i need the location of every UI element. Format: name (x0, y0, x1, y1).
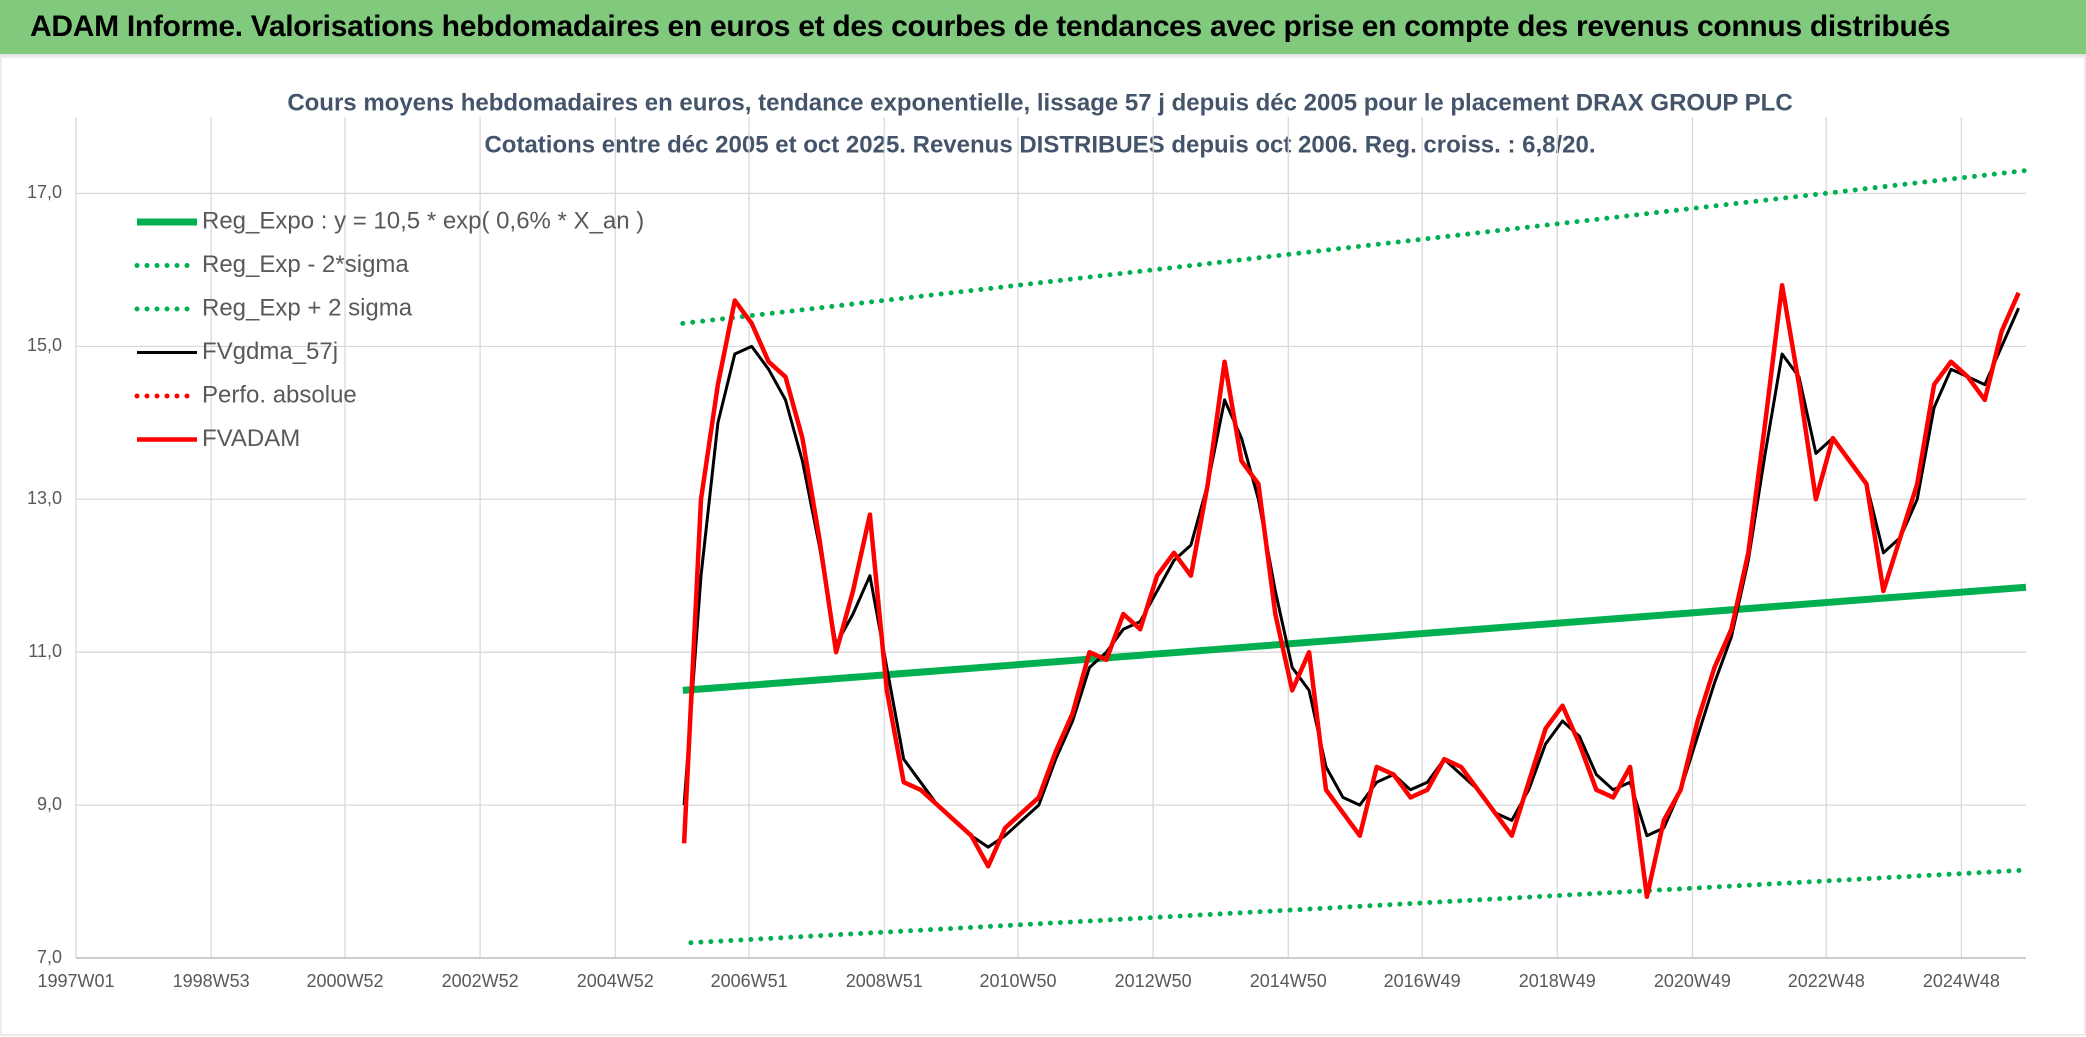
x-tick-label: 1997W01 (37, 971, 114, 991)
chart-title: Cours moyens hebdomadaires en euros, ten… (287, 89, 1792, 116)
header-bar: ADAM Informe. Valorisations hebdomadaire… (0, 0, 2086, 56)
y-tick-label: 17,0 (27, 182, 62, 202)
x-tick-label: 2010W50 (979, 971, 1056, 991)
x-tick-label: 2012W50 (1115, 971, 1192, 991)
legend-label: Reg_Exp + 2 sigma (202, 294, 413, 321)
x-tick-label: 2004W52 (577, 971, 654, 991)
y-tick-label: 15,0 (27, 335, 62, 355)
series-line (688, 867, 2029, 946)
y-tick-label: 13,0 (27, 488, 62, 508)
x-tick-label: 2008W51 (846, 971, 923, 991)
legend-label: Reg_Exp - 2*sigma (202, 251, 409, 278)
x-tick-label: 2002W52 (442, 971, 519, 991)
legend-label: FVgdma_57j (202, 338, 338, 365)
x-tick-label: 2018W49 (1519, 971, 1596, 991)
x-tick-label: 2020W49 (1654, 971, 1731, 991)
x-tick-label: 1998W53 (173, 971, 250, 991)
x-tick-label: 2006W51 (711, 971, 788, 991)
y-tick-label: 11,0 (28, 641, 62, 661)
series-line (681, 282, 2021, 900)
x-tick-label: 2022W48 (1788, 971, 1865, 991)
header-title: ADAM Informe. Valorisations hebdomadaire… (30, 10, 1951, 43)
x-tick-label: 2000W52 (306, 971, 383, 991)
y-tick-label: 7,0 (37, 947, 62, 967)
legend-label: FVADAM (202, 425, 300, 452)
series-line (682, 583, 2027, 694)
legend-label: Reg_Expo : y = 10,5 * exp( 0,6% * X_an ) (202, 207, 644, 234)
x-tick-label: 2014W50 (1250, 971, 1327, 991)
legend-label: Perfo. absolue (202, 381, 357, 408)
x-tick-label: 2024W48 (1923, 971, 2000, 991)
y-tick-label: 9,0 (37, 794, 62, 814)
chart: Cours moyens hebdomadaires en euros, ten… (0, 56, 2086, 1036)
chart-subtitle: Cotations entre déc 2005 et oct 2025. Re… (484, 131, 1595, 158)
x-tick-label: 2016W49 (1384, 971, 1461, 991)
chart-frame (0, 56, 2086, 1036)
